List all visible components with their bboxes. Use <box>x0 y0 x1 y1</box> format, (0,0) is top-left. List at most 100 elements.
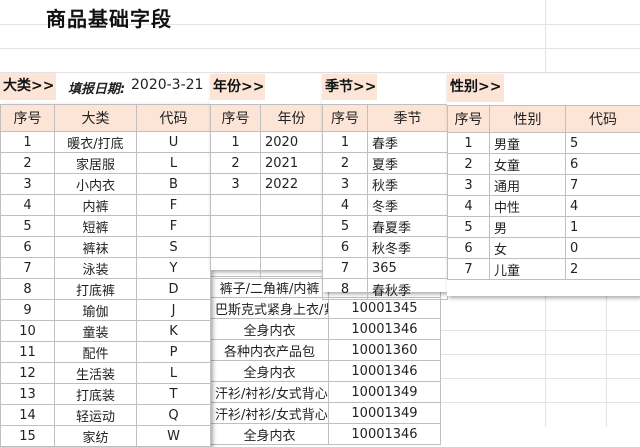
table-cell[interactable]: L <box>137 363 211 384</box>
table-cell[interactable]: 秋冬季 <box>368 237 448 258</box>
table-cell[interactable]: 夏季 <box>368 153 448 174</box>
table-cell[interactable]: 15 <box>1 426 55 447</box>
table-cell[interactable]: 1 <box>1 132 55 153</box>
table-cell[interactable]: 秋季 <box>368 174 448 195</box>
table-cell[interactable]: 全身内衣 <box>211 361 329 382</box>
table-cell[interactable]: 4 <box>566 196 640 217</box>
table-cell[interactable]: 生活装 <box>55 363 137 384</box>
table-cell[interactable]: 打底裤 <box>55 279 137 300</box>
table-cell[interactable]: 7 <box>566 175 640 196</box>
table-cell[interactable]: 男 <box>490 217 566 238</box>
table-cell[interactable]: 巴斯克式紧身上衣/紧身 <box>211 298 329 319</box>
table-cell[interactable]: 7 <box>1 258 55 279</box>
table-cell[interactable]: 春季 <box>368 132 448 153</box>
table-cell[interactable]: Y <box>137 258 211 279</box>
table-cell[interactable]: 3 <box>323 174 368 195</box>
empty-cell[interactable] <box>261 258 323 279</box>
table-cell[interactable]: 轻运动 <box>55 405 137 426</box>
table-cell[interactable]: 9 <box>1 300 55 321</box>
table-cell[interactable]: 内裤 <box>55 195 137 216</box>
table-cell[interactable]: 7 <box>448 259 490 280</box>
table-cell[interactable]: 8 <box>323 279 368 300</box>
table-cell[interactable]: 3 <box>211 174 261 195</box>
table-cell[interactable]: 10001345 <box>329 298 441 319</box>
table-cell[interactable]: 8 <box>1 279 55 300</box>
table-cell[interactable]: Q <box>137 405 211 426</box>
table-cell[interactable]: 5 <box>1 216 55 237</box>
table-cell[interactable]: 10001346 <box>329 319 441 340</box>
empty-cell[interactable] <box>211 216 261 237</box>
table-cell[interactable]: D <box>137 279 211 300</box>
empty-cell[interactable] <box>261 195 323 216</box>
table-cell[interactable]: 7 <box>323 258 368 279</box>
table-cell[interactable]: 童装 <box>55 321 137 342</box>
table-cell[interactable]: 1 <box>323 132 368 153</box>
table-cell[interactable]: 10001346 <box>329 361 441 382</box>
table-cell[interactable]: 全身内衣 <box>211 319 329 340</box>
table-cell[interactable]: 春秋季 <box>368 279 448 300</box>
empty-cell[interactable] <box>261 216 323 237</box>
table-cell[interactable]: 通用 <box>490 175 566 196</box>
table-cell[interactable]: 2 <box>323 153 368 174</box>
col-header-index[interactable]: 序号 <box>323 105 368 132</box>
table-cell[interactable]: 小内衣 <box>55 174 137 195</box>
table-cell[interactable]: 2 <box>448 154 490 175</box>
table-cell[interactable]: 5 <box>323 216 368 237</box>
table-cell[interactable]: 裤子/二角裤/内裤 <box>211 277 329 298</box>
table-cell[interactable]: 短裤 <box>55 216 137 237</box>
empty-cell[interactable] <box>211 258 261 279</box>
table-cell[interactable]: 12 <box>1 363 55 384</box>
col-header-gender[interactable]: 性别 <box>490 106 566 133</box>
table-cell[interactable]: 暖衣/打底 <box>55 132 137 153</box>
col-header-year[interactable]: 年份 <box>261 105 323 132</box>
col-header-code[interactable]: 代码 <box>566 106 640 133</box>
table-cell[interactable]: 6 <box>1 237 55 258</box>
table-cell[interactable]: 配件 <box>55 342 137 363</box>
table-cell[interactable]: L <box>137 153 211 174</box>
table-cell[interactable]: 儿童 <box>490 259 566 280</box>
table-cell[interactable]: 2020 <box>261 132 323 153</box>
table-cell[interactable]: 家纺 <box>55 426 137 447</box>
table-cell[interactable]: 泳装 <box>55 258 137 279</box>
col-header-index[interactable]: 序号 <box>448 106 490 133</box>
table-cell[interactable]: 2 <box>1 153 55 174</box>
table-cell[interactable]: 1 <box>566 217 640 238</box>
table-cell[interactable]: J <box>137 300 211 321</box>
table-cell[interactable]: 各种内衣产品包 <box>211 340 329 361</box>
table-cell[interactable]: 365 <box>368 258 448 279</box>
table-cell[interactable]: 3 <box>1 174 55 195</box>
table-cell[interactable]: 中性 <box>490 196 566 217</box>
table-cell[interactable]: 4 <box>448 196 490 217</box>
empty-cell[interactable] <box>211 195 261 216</box>
table-cell[interactable]: 2022 <box>261 174 323 195</box>
empty-cell[interactable] <box>211 237 261 258</box>
table-cell[interactable]: 1 <box>211 132 261 153</box>
table-cell[interactable]: 6 <box>448 238 490 259</box>
table-cell[interactable]: 男童 <box>490 133 566 154</box>
table-cell[interactable]: P <box>137 342 211 363</box>
col-header-index[interactable]: 序号 <box>1 105 55 132</box>
table-cell[interactable]: 13 <box>1 384 55 405</box>
table-cell[interactable]: 14 <box>1 405 55 426</box>
table-cell[interactable]: 汗衫/衬衫/女式背心 <box>211 403 329 424</box>
table-cell[interactable]: 10001360 <box>329 340 441 361</box>
table-cell[interactable]: 女 <box>490 238 566 259</box>
table-cell[interactable]: 汗衫/衬衫/女式背心 <box>211 382 329 403</box>
col-header-code[interactable]: 代码 <box>137 105 211 132</box>
table-cell[interactable]: 冬季 <box>368 195 448 216</box>
table-cell[interactable]: 4 <box>323 195 368 216</box>
table-cell[interactable]: 打底装 <box>55 384 137 405</box>
empty-cell[interactable] <box>261 237 323 258</box>
table-cell[interactable]: 6 <box>566 154 640 175</box>
table-cell[interactable]: 春夏季 <box>368 216 448 237</box>
table-cell[interactable]: S <box>137 237 211 258</box>
table-cell[interactable]: 10001349 <box>329 403 441 424</box>
table-cell[interactable]: 5 <box>566 133 640 154</box>
table-cell[interactable]: F <box>137 216 211 237</box>
table-cell[interactable]: 5 <box>448 217 490 238</box>
table-cell[interactable]: 10001349 <box>329 382 441 403</box>
table-cell[interactable]: F <box>137 195 211 216</box>
table-cell[interactable]: 瑜伽 <box>55 300 137 321</box>
table-cell[interactable]: 裤袜 <box>55 237 137 258</box>
table-cell[interactable]: 2 <box>211 153 261 174</box>
